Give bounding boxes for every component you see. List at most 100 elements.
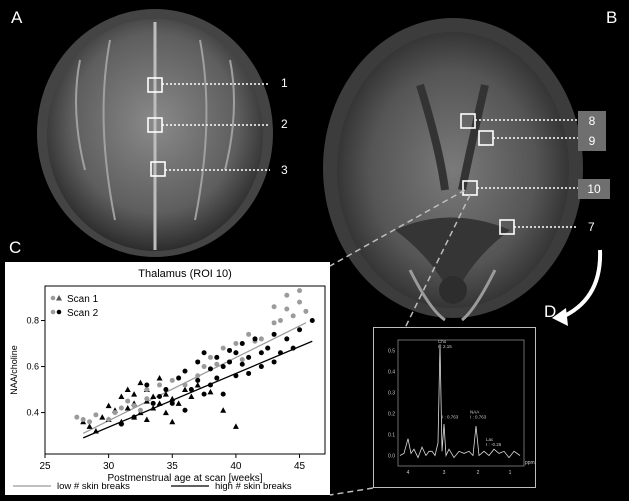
data-point bbox=[297, 299, 303, 305]
data-point bbox=[284, 336, 290, 342]
roi-label-10: 10 bbox=[578, 179, 610, 199]
data-point bbox=[297, 288, 303, 294]
chart-title: Thalamus (ROI 10) bbox=[138, 268, 232, 280]
fit-line-2 bbox=[82, 340, 313, 439]
data-point bbox=[194, 381, 201, 388]
roi-label-3: 3 bbox=[281, 163, 288, 177]
data-point bbox=[207, 354, 213, 360]
data-point bbox=[157, 393, 163, 399]
peak-value: I : 0.763 bbox=[442, 415, 459, 420]
roi-box-7 bbox=[499, 219, 515, 235]
data-point bbox=[175, 400, 182, 406]
data-point bbox=[92, 427, 99, 434]
data-point bbox=[277, 350, 283, 356]
peak-label: Cho bbox=[438, 339, 447, 344]
plot-frame bbox=[44, 285, 326, 455]
data-point bbox=[137, 407, 143, 413]
data-point bbox=[99, 414, 106, 420]
spectrum-y-tick: 0.0 bbox=[388, 454, 395, 460]
panel-label-a: A bbox=[11, 8, 23, 27]
data-point bbox=[182, 382, 188, 388]
data-point bbox=[195, 373, 201, 379]
data-point bbox=[150, 393, 157, 399]
data-point bbox=[195, 359, 201, 365]
data-point bbox=[290, 313, 296, 319]
data-point bbox=[258, 364, 264, 370]
x-tick-label: 45 bbox=[294, 461, 306, 472]
roi-box-9 bbox=[478, 130, 494, 146]
x-axis-label: Postmenstrual age at scan [weeks] bbox=[107, 473, 262, 484]
spectrum-y-tick: 0.5 bbox=[388, 349, 395, 355]
data-point bbox=[232, 423, 239, 429]
data-point bbox=[214, 361, 220, 367]
data-point bbox=[220, 345, 226, 351]
data-point bbox=[207, 366, 213, 372]
data-point bbox=[143, 416, 150, 422]
data-point bbox=[201, 391, 207, 397]
data-point bbox=[227, 359, 233, 365]
spectrum-y-tick: 0.4 bbox=[388, 370, 395, 376]
fit-legend-label: high # skin breaks bbox=[215, 481, 292, 492]
legend-label: Scan 1 bbox=[67, 294, 99, 305]
data-point bbox=[233, 341, 239, 347]
spectrum-x-tick: 1 bbox=[509, 470, 512, 476]
data-point bbox=[246, 331, 252, 337]
spectrum-y-tick: 0.2 bbox=[388, 412, 395, 418]
data-point bbox=[169, 395, 176, 402]
data-point bbox=[169, 400, 175, 406]
data-point bbox=[220, 391, 226, 397]
peak-value: I : -0.26 bbox=[486, 442, 502, 447]
data-point bbox=[271, 331, 277, 337]
roi-label-7: 7 bbox=[588, 220, 595, 234]
data-point bbox=[277, 318, 283, 324]
y-tick-label: 0.6 bbox=[26, 362, 39, 372]
peak-value: I : 2.15 bbox=[438, 344, 452, 349]
data-point bbox=[271, 359, 277, 365]
data-point bbox=[195, 377, 201, 383]
data-point bbox=[258, 350, 264, 356]
data-point bbox=[246, 370, 252, 376]
spectrum-panel: 0.0 0.1 0.2 0.3 0.4 0.5 4 3 2 1 ppm Cho I : 2.15 I : … bbox=[373, 327, 536, 488]
spectrum-x-tick: 2 bbox=[477, 470, 480, 476]
x-tick-label: 35 bbox=[167, 461, 179, 472]
data-point bbox=[297, 327, 303, 333]
roi-label-9: 9 bbox=[578, 131, 606, 151]
data-point bbox=[227, 347, 233, 353]
legend-marker bbox=[56, 295, 62, 301]
data-point bbox=[220, 407, 227, 413]
data-point bbox=[144, 382, 150, 388]
data-point bbox=[169, 377, 175, 383]
data-point bbox=[93, 412, 99, 418]
data-point bbox=[252, 336, 258, 342]
spectrum-x-tick: 4 bbox=[407, 470, 410, 476]
data-point bbox=[239, 361, 245, 367]
roi-label-2: 2 bbox=[281, 117, 288, 131]
spectrum-frame bbox=[397, 339, 525, 467]
data-point bbox=[157, 382, 163, 388]
panel-label-d: D bbox=[544, 302, 557, 321]
data-point bbox=[124, 404, 131, 411]
data-point bbox=[284, 306, 290, 312]
spectrum-x-label: ppm bbox=[525, 460, 535, 466]
data-point bbox=[188, 393, 195, 399]
data-point bbox=[156, 400, 163, 406]
scatter-chart: Thalamus (ROI 10) 25 30 35 40 45 0.4 0.6 0.8 Post… bbox=[9, 268, 326, 492]
data-point bbox=[239, 341, 245, 347]
data-point bbox=[271, 320, 277, 326]
data-point bbox=[131, 403, 137, 409]
data-point bbox=[124, 386, 131, 393]
data-point bbox=[74, 414, 80, 420]
roi-box-3 bbox=[150, 161, 166, 177]
data-point bbox=[309, 318, 315, 324]
roi-box-10 bbox=[462, 180, 478, 196]
data-point bbox=[162, 409, 169, 416]
data-point bbox=[258, 336, 264, 342]
x-tick-label: 25 bbox=[39, 461, 51, 472]
spectrum-y-tick: 0.3 bbox=[388, 391, 395, 397]
scatter-chart-panel: Thalamus (ROI 10) 25 30 35 40 45 0.4 0.6 0.8 Post… bbox=[5, 262, 330, 495]
roi-box-2 bbox=[147, 117, 163, 133]
legend-label: Scan 2 bbox=[67, 308, 99, 319]
data-point bbox=[182, 368, 188, 374]
data-point bbox=[220, 364, 226, 370]
